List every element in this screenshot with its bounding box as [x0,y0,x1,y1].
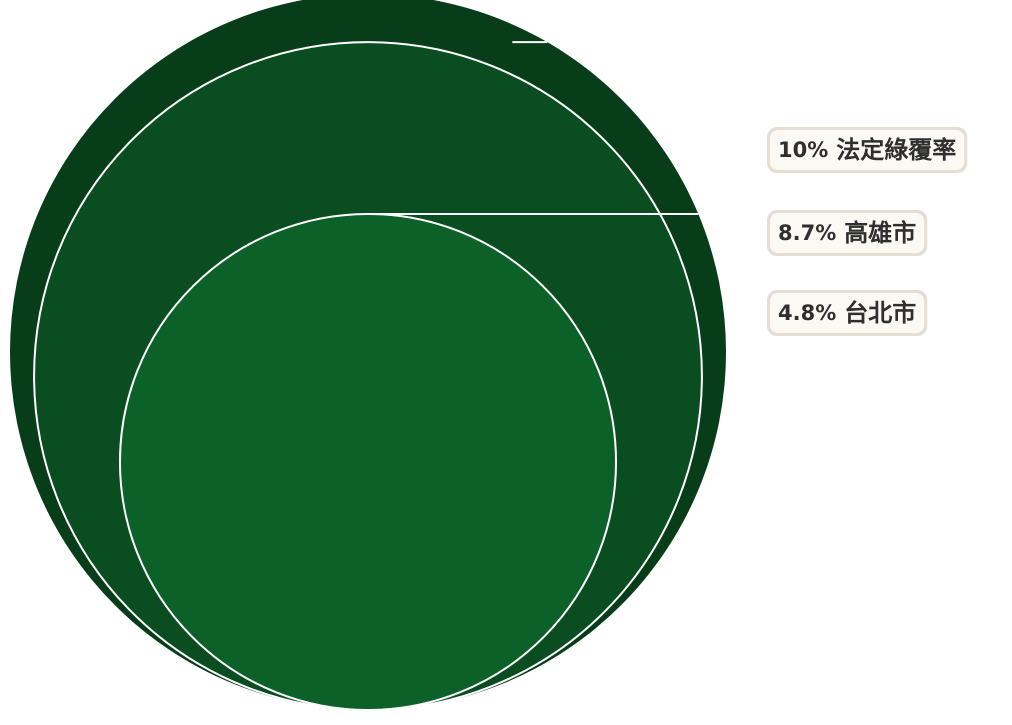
legend-value: 10% [778,138,828,162]
legend-background [770,213,925,253]
legend-background [770,130,965,170]
circle-2 [118,212,618,712]
legend-background [770,293,925,333]
legend-label: 台北市 [844,299,916,327]
leader-lines [368,41,699,215]
legend: 10% 法定綠覆率 8.7% 高雄市 4.8% 台北市 [767,127,968,336]
legend-label: 法定綠覆率 [836,136,956,164]
legend-item-2: 4.8% 台北市 [767,290,928,336]
circles-layer [10,0,726,712]
legend-item-1: 8.7% 高雄市 [767,210,928,256]
legend-label: 高雄市 [844,219,916,247]
legend-item-0: 10% 法定綠覆率 [767,127,968,173]
legend-value: 8.7% [778,221,836,245]
legend-value: 4.8% [778,301,836,325]
